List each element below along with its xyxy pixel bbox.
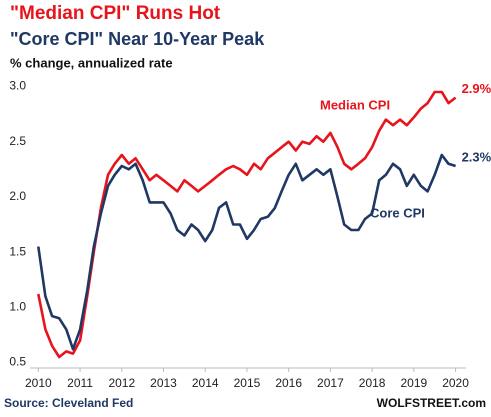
value-label: 2.9% <box>462 81 491 96</box>
y-axis-label: % change, annualized rate <box>10 55 173 70</box>
y-tick-label: 3.0 <box>9 79 26 93</box>
x-tick-label: 2020 <box>442 376 469 390</box>
x-tick-label: 2019 <box>400 376 427 390</box>
y-tick-label: 1.5 <box>9 244 26 258</box>
series-line <box>37 153 456 351</box>
x-tick-label: 2016 <box>275 376 302 390</box>
series-line <box>37 90 457 359</box>
source: Source: Cleveland Fed <box>4 396 133 410</box>
series-name: Core CPI <box>370 205 425 220</box>
value-label: 2.3% <box>462 149 491 164</box>
x-tick-label: 2015 <box>234 376 261 390</box>
chart-subtitle: "Core CPI" Near 10-Year Peak <box>10 29 265 49</box>
x-tick-label: 2018 <box>359 376 386 390</box>
y-tick-label: 0.5 <box>9 355 26 369</box>
y-tick-label: 2.0 <box>9 189 26 203</box>
y-tick-label: 1.0 <box>9 299 26 313</box>
x-tick-label: 2011 <box>67 376 93 390</box>
x-tick-label: 2013 <box>150 376 177 390</box>
x-tick-label: 2012 <box>108 376 135 390</box>
y-tick-label: 2.5 <box>9 134 26 148</box>
series-name: Median CPI <box>320 97 390 112</box>
x-tick-label: 2017 <box>317 376 344 390</box>
x-tick-label: 2014 <box>192 376 219 390</box>
chart-title: "Median CPI" Runs Hot <box>10 3 221 24</box>
x-tick-label: 2010 <box>25 376 52 390</box>
credit: WOLFSTREET.com <box>377 396 486 410</box>
